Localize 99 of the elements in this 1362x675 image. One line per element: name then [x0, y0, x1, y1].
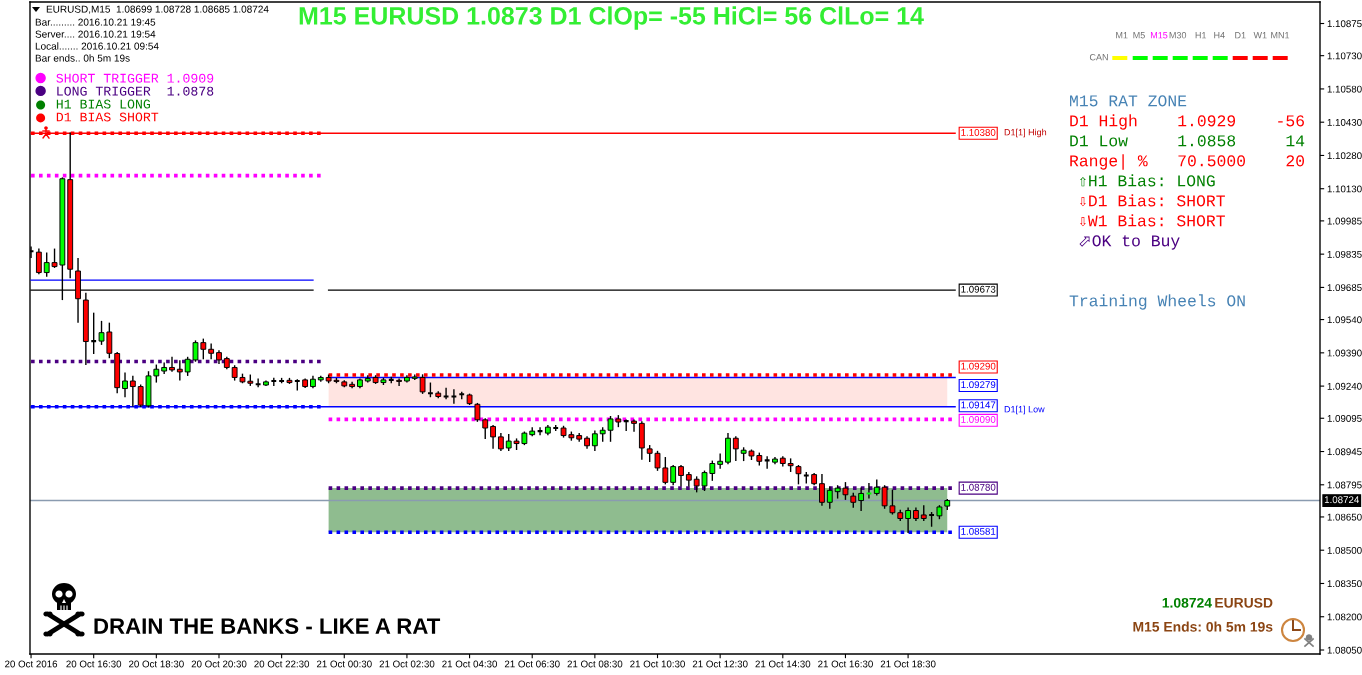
candlestick: [725, 433, 731, 465]
x-tick-label: 21 Oct 02:30: [379, 660, 435, 668]
annotation: Local....... 2016.10.21 09:54: [35, 42, 159, 50]
x-tick-label: 21 Oct 18:30: [880, 660, 936, 668]
annotation: Bar......... 2016.10.21 19:45: [35, 18, 156, 26]
candlestick: [396, 378, 403, 386]
annotation: D1[1] Low: [1004, 405, 1045, 415]
annotation: MN1: [1271, 32, 1290, 39]
candlestick: [717, 453, 724, 469]
annotation: M1: [1116, 32, 1128, 39]
annotation: ⇩D1 Bias: SHORT: [1079, 194, 1225, 207]
y-tick-label: 1.08650: [1327, 513, 1362, 521]
annotation: Training Wheels ON: [1069, 294, 1245, 310]
annotation: M15 Ends: 0h 5m 19s: [1133, 621, 1273, 632]
y-tick-label: 1.10580: [1327, 85, 1362, 93]
annotation: ⬀OK to Buy: [1079, 235, 1180, 250]
data-label: 1.09147: [961, 401, 996, 409]
candlestick: [35, 248, 42, 275]
y-tick-label: 1.09685: [1327, 284, 1362, 292]
annotation: 1.08724: [1162, 597, 1212, 608]
candlestick: [122, 372, 128, 398]
candlestick: [176, 360, 183, 381]
annotation: D1[1] High: [1004, 128, 1047, 138]
x-tick-label: 21 Oct 04:30: [442, 660, 498, 668]
candlestick: [826, 486, 833, 509]
y-tick-label: 1.09835: [1327, 250, 1362, 258]
y-tick-label: 1.08050: [1327, 646, 1362, 654]
annotation: H1 BIAS LONG: [56, 99, 150, 109]
candlestick: [670, 465, 677, 486]
y-tick-label: 1.09390: [1327, 349, 1362, 357]
annotation: D1: [1235, 32, 1246, 39]
candlestick: [129, 375, 136, 407]
data-label: 1.10380: [961, 129, 996, 136]
y-tick-label: 1.08500: [1327, 546, 1362, 554]
annotation: CAN: [1089, 54, 1108, 61]
data-label: 1.08780: [961, 483, 996, 491]
x-tick-label: 21 Oct 12:30: [692, 660, 748, 668]
annotation: D1 Low 1.0858 14: [1070, 135, 1305, 147]
chart-title: M15 EURUSD 1.0873 D1 ClOp= -55 HiCl= 56 ClLo= 14: [299, 6, 924, 30]
y-tick-label: 1.08200: [1327, 613, 1362, 621]
data-label: 1.09290: [961, 362, 996, 370]
legend-label: SHORT TRIGGER 1.0909: [56, 73, 214, 83]
y-tick-label: 1.10280: [1327, 152, 1362, 160]
x-tick-label: 20 Oct 16:30: [66, 660, 122, 668]
ref-line-label: 1.08724: [1324, 496, 1360, 504]
annotation: M30: [1169, 32, 1187, 39]
candlestick: [678, 465, 684, 487]
data-label: 1.09090: [961, 416, 996, 423]
legend-label: LONG TRIGGER 1.0878: [57, 86, 214, 96]
y-tick-label: 1.09540: [1327, 316, 1362, 324]
y-tick-label: 1.09240: [1327, 382, 1362, 390]
candlestick: [631, 419, 637, 432]
data-label: 1.09673: [961, 285, 996, 293]
x-tick-label: 20 Oct 22:30: [254, 660, 310, 668]
x-tick-label: 21 Oct 06:30: [504, 660, 560, 668]
candlestick: [169, 356, 175, 372]
annotation: W1: [1253, 32, 1267, 39]
x-tick-label: 21 Oct 14:30: [755, 660, 811, 668]
y-tick-label: 1.10875: [1327, 20, 1362, 28]
x-tick-label: 20 Oct 18:30: [128, 660, 184, 668]
annotation: M15: [1150, 32, 1168, 39]
annotation: Bar ends.. 0h 5m 19s: [35, 54, 130, 62]
candlestick: [482, 418, 489, 439]
annotation: D1 High 1.0929 -56: [1070, 114, 1304, 130]
annotation: M15 RAT ZONE: [1070, 95, 1187, 107]
y-tick-label: 1.08350: [1327, 580, 1362, 588]
y-tick-label: 1.08945: [1327, 448, 1362, 456]
annotation: ⇧H1 Bias: LONG: [1079, 174, 1215, 187]
candlestick: [208, 343, 215, 360]
x-tick-label: 21 Oct 00:30: [316, 660, 372, 668]
data-label: 1.09279: [961, 381, 996, 389]
candlestick: [732, 436, 739, 462]
x-tick-label: 21 Oct 08:30: [567, 660, 623, 668]
y-tick-label: 1.10430: [1327, 118, 1362, 126]
annotation: H4: [1214, 32, 1225, 39]
x-tick-label: 21 Oct 10:30: [630, 660, 685, 668]
annotation: EURUSD: [1215, 597, 1273, 608]
y-tick-label: 1.08795: [1327, 481, 1362, 489]
annotation: ⇩W1 Bias: SHORT: [1079, 214, 1225, 227]
annotation: D1 BIAS SHORT: [56, 112, 159, 122]
data-label: 1.08581: [961, 527, 996, 535]
candlestick: [490, 424, 496, 449]
annotation: H1: [1195, 32, 1207, 39]
y-tick-label: 1.10730: [1327, 52, 1362, 60]
x-tick-label: 20 Oct 20:30: [191, 660, 247, 668]
y-tick-label: 1.10130: [1327, 185, 1362, 193]
annotation: Range| % 70.5000 20: [1070, 154, 1305, 170]
x-tick-label: 20 Oct 2016: [5, 660, 58, 668]
candlestick: [819, 473, 825, 506]
candlestick: [858, 487, 865, 511]
candlestick: [591, 430, 598, 451]
x-tick-label: 21 Oct 16:30: [818, 660, 873, 668]
y-tick-label: 1.09095: [1327, 414, 1362, 422]
y-tick-label: 1.09985: [1327, 217, 1362, 225]
annotation: EURUSD,M15 1.08699 1.08728 1.08685 1.08724: [46, 5, 269, 14]
annotation: Server.... 2016.10.21 19:54: [35, 30, 156, 38]
annotation: M5: [1133, 32, 1145, 39]
candlestick: [905, 507, 912, 533]
annotation: DRAIN THE BANKS - LIKE A RAT: [94, 618, 441, 634]
